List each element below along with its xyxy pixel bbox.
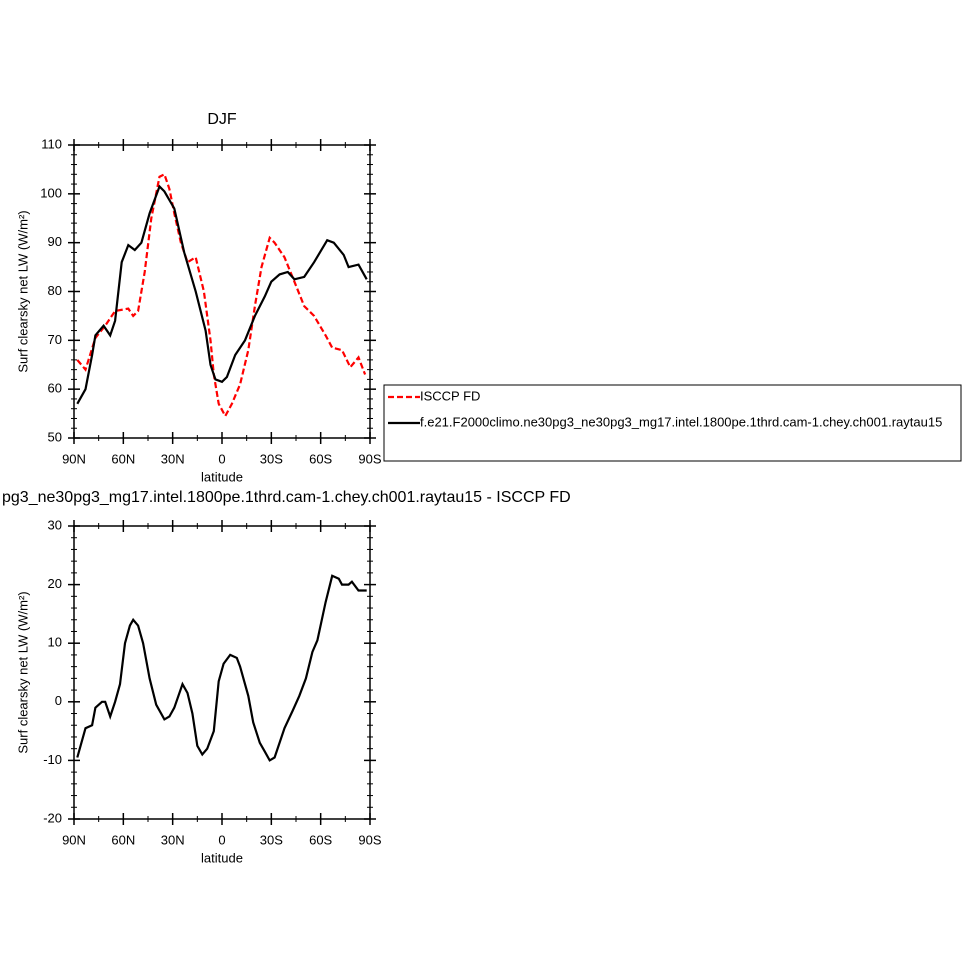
legend-label: ISCCP FD [420,388,480,403]
chart-title: DJF [207,111,237,128]
x-tick-label: 30N [161,451,185,466]
y-tick-label: -10 [43,752,62,767]
chart-title: pg3_ne30pg3_mg17.intel.1800pe.1thrd.cam-… [2,489,571,506]
x-tick-label: 30S [260,451,283,466]
y-tick-label: -20 [43,810,62,825]
legend-label: f.e21.F2000climo.ne30pg3_ne30pg3_mg17.in… [420,414,942,429]
y-tick-label: 10 [48,635,62,650]
x-tick-label: 90N [62,451,86,466]
y-tick-label: 50 [48,429,62,444]
y-tick-label: 0 [55,693,62,708]
y-tick-label: 70 [48,332,62,347]
x-axis-label: latitude [201,850,243,865]
legend: ISCCP FD f.e21.F2000climo.ne30pg3_ne30pg3… [383,384,962,462]
y-tick-label: 100 [40,185,62,200]
x-tick-label: 0 [218,451,225,466]
x-tick-label: 90S [358,451,381,466]
y-tick-label: 80 [48,283,62,298]
y-tick-label: 20 [48,576,62,591]
y-axis-label: Surf clearsky net LW (W/m²) [15,591,30,753]
y-tick-label: 110 [41,136,62,151]
x-tick-label: 60S [309,832,332,847]
x-axis-label: latitude [201,469,243,484]
data-line [76,172,367,419]
x-tick-label: 30N [161,832,185,847]
x-tick-label: 90N [62,832,86,847]
y-axis-label: Surf clearsky net LW (W/m²) [15,210,30,372]
plot-frame [73,144,371,439]
data-line [76,574,367,762]
y-tick-label: 60 [48,381,62,396]
x-tick-label: 0 [218,832,225,847]
x-tick-label: 60S [309,451,332,466]
x-tick-label: 60N [111,832,135,847]
x-tick-label: 90S [358,832,381,847]
y-tick-label: 30 [48,517,62,532]
plot-frame [73,525,371,820]
y-tick-label: 90 [48,234,62,249]
x-tick-label: 30S [260,832,283,847]
data-line [76,184,368,405]
x-tick-label: 60N [111,451,135,466]
legend-box [383,384,962,462]
